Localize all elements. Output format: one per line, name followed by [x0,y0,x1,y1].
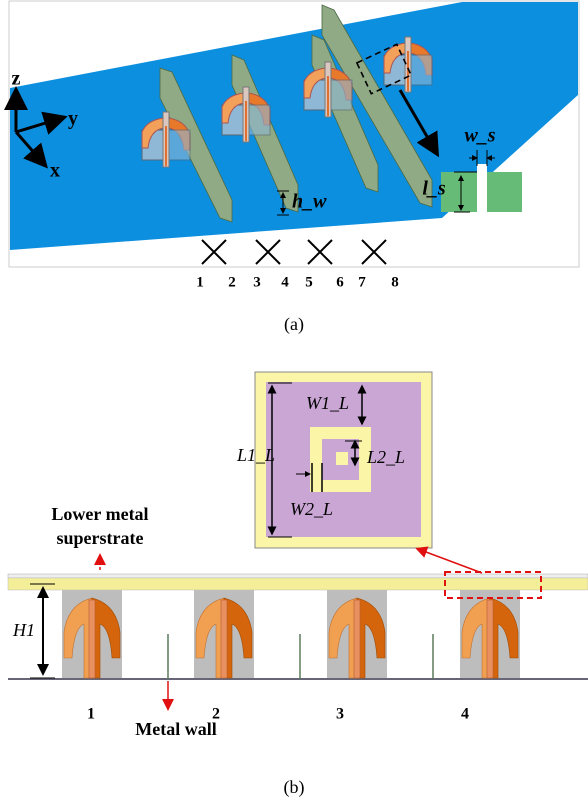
caption: (b) [284,777,305,798]
dimension-label: h_w [292,191,327,213]
antenna-elements-part [62,590,122,678]
dimension-label: L2_L [366,447,405,467]
superstrate-top [8,574,588,578]
wall-label: Metal wall [135,719,216,739]
antenna-elements [62,590,520,678]
dimension-label: l_s [422,178,446,200]
port-label: 8 [391,274,399,290]
axis-label-y: y [68,108,78,130]
page: z y x h_w w_s l_s 12345678 (a) W1_L L1_L… [0,0,588,801]
port-label: 4 [281,274,289,290]
slot-inset-part [477,164,487,212]
element-label: 4 [461,706,469,723]
port-label: 5 [305,274,313,290]
axis-label-z: z [12,68,21,90]
port-label: 7 [358,274,366,290]
antenna-elements-part [194,590,254,678]
element-label: 3 [336,706,344,723]
axis-label-x: x [50,160,60,182]
superstrate-label: Lower metal [51,504,148,524]
port-label: 1 [196,274,204,290]
unit-cell-inset-part [336,452,348,465]
antenna-elements-part [327,590,387,678]
dimension-label: L1_L [236,445,275,465]
inset-arrow [418,549,482,573]
figure: z y x h_w w_s l_s 12345678 (a) W1_L L1_L… [0,0,588,801]
caption: (a) [284,314,304,335]
superstrate [8,578,588,590]
dimension-label: W2_L [290,499,333,519]
panel-b: W1_L L1_L L2_L W2_L Lower metal superstr… [8,372,588,798]
dimension-label: W1_L [306,393,349,413]
port-label: 2 [228,274,236,290]
port-label: 3 [253,274,261,290]
element-label: 2 [212,706,220,723]
element-label: 1 [87,706,95,723]
height-label: H1 [12,620,35,640]
antenna-elements-part [460,590,520,678]
port-label: 6 [336,274,344,290]
superstrate-label: superstrate [57,528,144,548]
dimension-label: w_s [464,125,495,147]
